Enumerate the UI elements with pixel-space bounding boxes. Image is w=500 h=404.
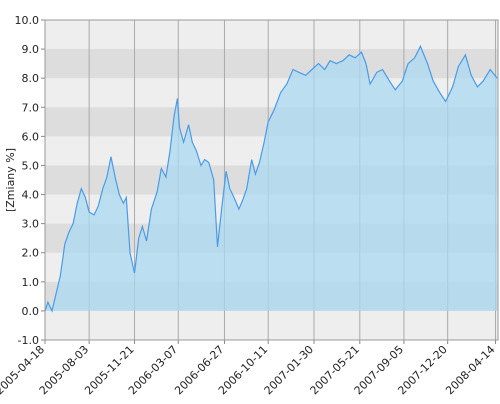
y-tick-label: 6.0: [22, 130, 40, 143]
y-tick-label: 5.0: [22, 159, 40, 172]
y-tick-label: 2.0: [22, 247, 40, 260]
y-axis-label: [Zmiany %]: [4, 148, 17, 212]
plot-border: [44, 19, 499, 341]
y-tick-label: 7.0: [22, 101, 40, 114]
y-tick-label: 10.0: [15, 14, 40, 27]
y-tick-label: 9.0: [22, 43, 40, 56]
y-tick-label: -1.0: [18, 334, 39, 347]
y-tick-label: 4.0: [22, 189, 40, 202]
y-tick-label: 0.0: [22, 305, 40, 318]
y-tick-label: 1.0: [22, 276, 40, 289]
y-tick-label: 8.0: [22, 72, 40, 85]
y-tick-label: 3.0: [22, 218, 40, 231]
x-tick-label: 2008-04-14: [443, 343, 497, 397]
area-fill: [45, 46, 498, 311]
line: [44, 44, 498, 313]
